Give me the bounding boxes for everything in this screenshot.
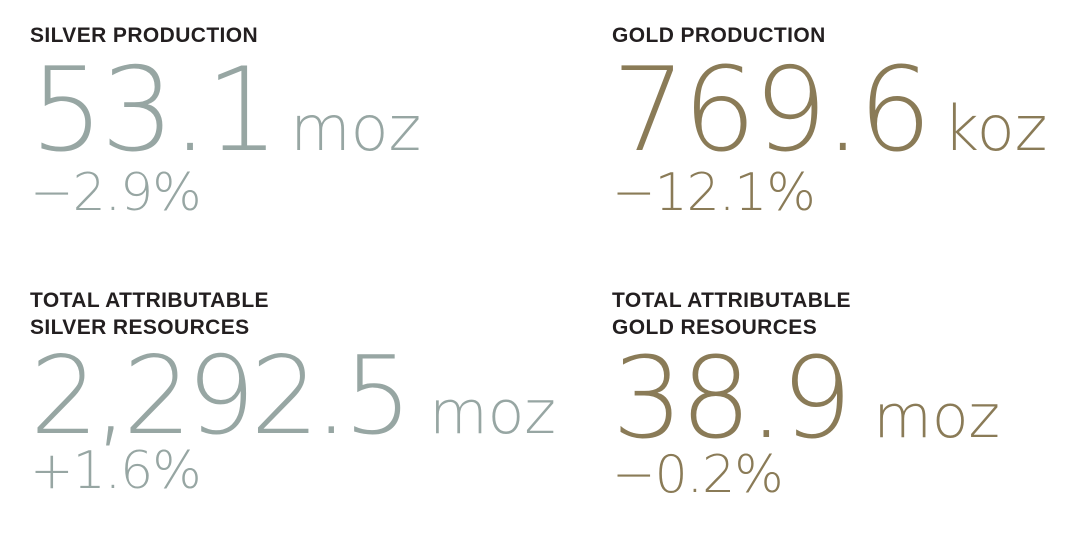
silver-production-label: SILVER PRODUCTION — [30, 22, 421, 49]
silver-resources-stat: TOTAL ATTRIBUTABLE SILVER RESOURCES 2,29… — [30, 287, 556, 497]
gold-production-value: 769.6 — [612, 43, 932, 178]
silver-production-unit: moz — [290, 92, 422, 165]
gold-production-label: GOLD PRODUCTION — [612, 22, 1047, 49]
stat-value-row: 769.6 koz — [612, 53, 1047, 169]
stat-value-row: 2,292.5 moz — [30, 343, 556, 451]
gold-resources-unit: moz — [873, 382, 1001, 452]
silver-production-change: −2.9% — [30, 163, 202, 223]
gold-resources-value: 38.9 — [612, 334, 852, 464]
stat-label-line: SILVER PRODUCTION — [30, 24, 259, 47]
silver-production-value: 53.1 — [30, 43, 279, 178]
stat-label-line: SILVER RESOURCES — [30, 316, 250, 339]
silver-resources-change: +1.6% — [30, 441, 202, 501]
gold-resources-label: TOTAL ATTRIBUTABLE GOLD RESOURCES — [612, 287, 1000, 341]
stat-value-row: 53.1 moz — [30, 53, 421, 169]
gold-production-unit: koz — [943, 92, 1048, 165]
silver-production-stat: SILVER PRODUCTION 53.1 moz −2.9% — [30, 22, 421, 219]
stat-label-line: TOTAL ATTRIBUTABLE — [612, 289, 851, 312]
silver-resources-label: TOTAL ATTRIBUTABLE SILVER RESOURCES — [30, 287, 556, 341]
stat-value-row: 38.9 moz — [612, 343, 1000, 455]
gold-resources-change: −0.2% — [612, 445, 784, 505]
gold-production-change: −12.1% — [612, 163, 816, 223]
gold-production-stat: GOLD PRODUCTION 769.6 koz −12.1% — [612, 22, 1047, 219]
silver-resources-unit: moz — [429, 378, 556, 448]
stat-label-line: GOLD PRODUCTION — [612, 24, 826, 47]
silver-resources-value: 2,292.5 — [30, 334, 412, 459]
stat-label-line: GOLD RESOURCES — [612, 316, 818, 339]
stat-label-line: TOTAL ATTRIBUTABLE — [30, 289, 269, 312]
gold-resources-stat: TOTAL ATTRIBUTABLE GOLD RESOURCES 38.9 m… — [612, 287, 1000, 501]
